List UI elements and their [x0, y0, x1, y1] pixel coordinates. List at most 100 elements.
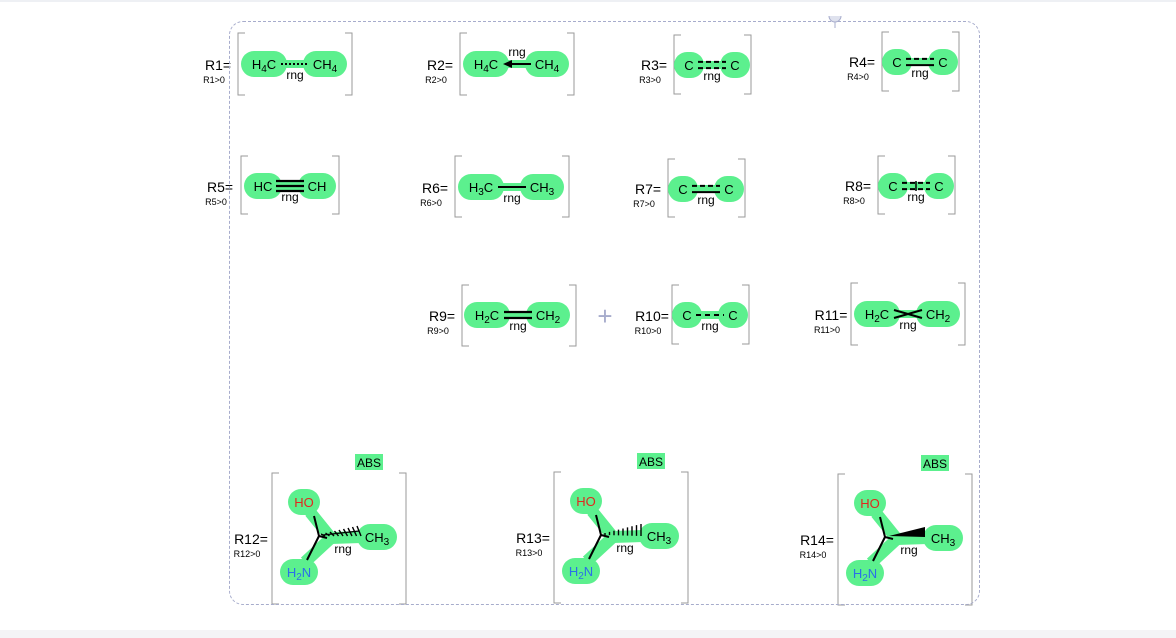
bracket-left	[454, 155, 462, 218]
bracket-right	[958, 282, 966, 346]
rgroup-r6: R6= R6>0 H3C CH3 rng	[420, 155, 570, 218]
rgroup-condition: R6>0	[420, 198, 442, 208]
rgroup-r14: R14= R14>0 ABS HO H2N CH3 rng	[800, 455, 973, 606]
abs-badge	[921, 455, 949, 471]
atom-highlight	[288, 489, 320, 515]
bracket-left	[667, 158, 675, 218]
bond-line	[600, 534, 610, 538]
rgroup-label: R8=	[845, 178, 871, 194]
rgroup-condition: R11>0	[814, 325, 840, 335]
atom-left: C	[682, 308, 691, 323]
atom-right: CH	[308, 179, 327, 194]
ring-label: rng	[703, 69, 720, 83]
bond-line	[588, 534, 602, 560]
ring-label: rng	[911, 66, 928, 80]
bracket-left	[850, 282, 858, 346]
rotate-handle-icon[interactable]	[826, 16, 844, 28]
bracket-right	[332, 155, 340, 215]
rgroup-condition: R7>0	[633, 199, 655, 209]
atom-right: CH2	[536, 308, 561, 326]
atom-left: C	[888, 179, 897, 194]
selection-frame[interactable]	[229, 16, 980, 605]
ring-label: rng	[616, 541, 633, 555]
atom-highlight	[357, 524, 397, 550]
rgroup-label: R13=	[516, 530, 550, 546]
atom-left: H4C	[252, 57, 276, 75]
rgroup-label: R10=	[635, 308, 669, 324]
ring-label: rng	[697, 193, 714, 207]
rgroup-condition: R10>0	[635, 326, 662, 336]
atom-hydroxyl: HO	[576, 494, 596, 509]
rgroup-condition: R8>0	[843, 196, 865, 206]
atom-highlight	[923, 525, 963, 551]
bottom-status-bar	[0, 630, 1176, 638]
rgroup-r9: R9= R9>0 H2C CH2 rng	[427, 284, 577, 347]
bracket-left	[877, 155, 885, 215]
atom-hydroxyl: HO	[860, 496, 880, 511]
ring-label: rng	[508, 45, 525, 59]
rgroup-label: R2=	[427, 57, 453, 73]
bracket-left	[240, 155, 248, 215]
bond-line	[879, 516, 886, 538]
rgroup-label: R14=	[800, 532, 834, 548]
atom-right: CH3	[530, 180, 555, 198]
rgroup-label: R7=	[635, 181, 661, 197]
dative-arrow	[503, 60, 512, 68]
atom-left: H2C	[475, 308, 499, 326]
rgroup-label: R9=	[429, 308, 455, 324]
rgroup-r13: R13= R13>0 ABS HO H2N CH3 rng	[516, 453, 689, 604]
atom-right: C	[724, 182, 733, 197]
abs-label: ABS	[639, 455, 663, 469]
rgroup-condition: R1>0	[203, 75, 225, 85]
bracket-right	[681, 471, 689, 604]
bracket-right	[965, 473, 973, 606]
bond-highlight	[612, 530, 644, 543]
atom-amine: H2N	[569, 564, 593, 582]
ring-label: rng	[334, 542, 351, 556]
atom-left: H4C	[474, 57, 498, 75]
rgroup-layer: R1= R1>0 H4C CH4 rng R2= R2>0 H4C CH4 rng R3= R3>0 C…	[203, 31, 973, 606]
rgroup-condition: R13>0	[516, 548, 543, 558]
rgroup-r5: R5= R5>0 HC CH rng	[205, 155, 340, 215]
rgroup-r11: R11= R11>0 H2C CH2 rng	[814, 282, 966, 346]
rgroup-condition: R14>0	[800, 550, 827, 560]
rgroup-label: R3=	[641, 57, 667, 73]
atom-methyl: CH3	[931, 531, 956, 549]
bond-highlight	[683, 185, 729, 193]
atom-left: HC	[254, 179, 273, 194]
bracket-right	[952, 31, 960, 92]
atom-amine: H2N	[287, 565, 311, 583]
atom-right: C	[730, 58, 739, 73]
bracket-left	[459, 32, 467, 96]
atom-left: H3C	[469, 180, 493, 198]
bond-line	[306, 535, 320, 561]
bracket-left	[881, 31, 889, 92]
atom-hydroxyl: HO	[294, 495, 314, 510]
ring-label: rng	[899, 318, 916, 332]
bracket-right	[562, 155, 570, 218]
rgroup-condition: R2>0	[425, 75, 447, 85]
bracket-left	[837, 473, 845, 606]
rgroup-label: R6=	[422, 180, 448, 196]
rgroup-condition: R12>0	[234, 549, 261, 559]
atom-left: C	[678, 182, 687, 197]
bond-line	[313, 515, 320, 537]
atom-right: C	[934, 179, 943, 194]
bond-line	[318, 535, 328, 539]
atom-methyl: CH3	[647, 529, 672, 547]
atom-right: CH2	[926, 307, 951, 325]
bond-highlight	[689, 61, 735, 69]
rgroup-r2: R2= R2>0 H4C CH4 rng	[425, 32, 575, 96]
bond-highlight	[487, 311, 548, 319]
ring-label: rng	[701, 319, 718, 333]
bracket-right	[569, 284, 577, 347]
bracket-right	[742, 284, 750, 345]
bracket-left	[553, 471, 561, 604]
rgroup-label: R5=	[207, 179, 233, 195]
atom-amine: H2N	[853, 566, 877, 584]
rgroup-label: R12=	[234, 531, 268, 547]
bracket-right	[744, 34, 752, 95]
